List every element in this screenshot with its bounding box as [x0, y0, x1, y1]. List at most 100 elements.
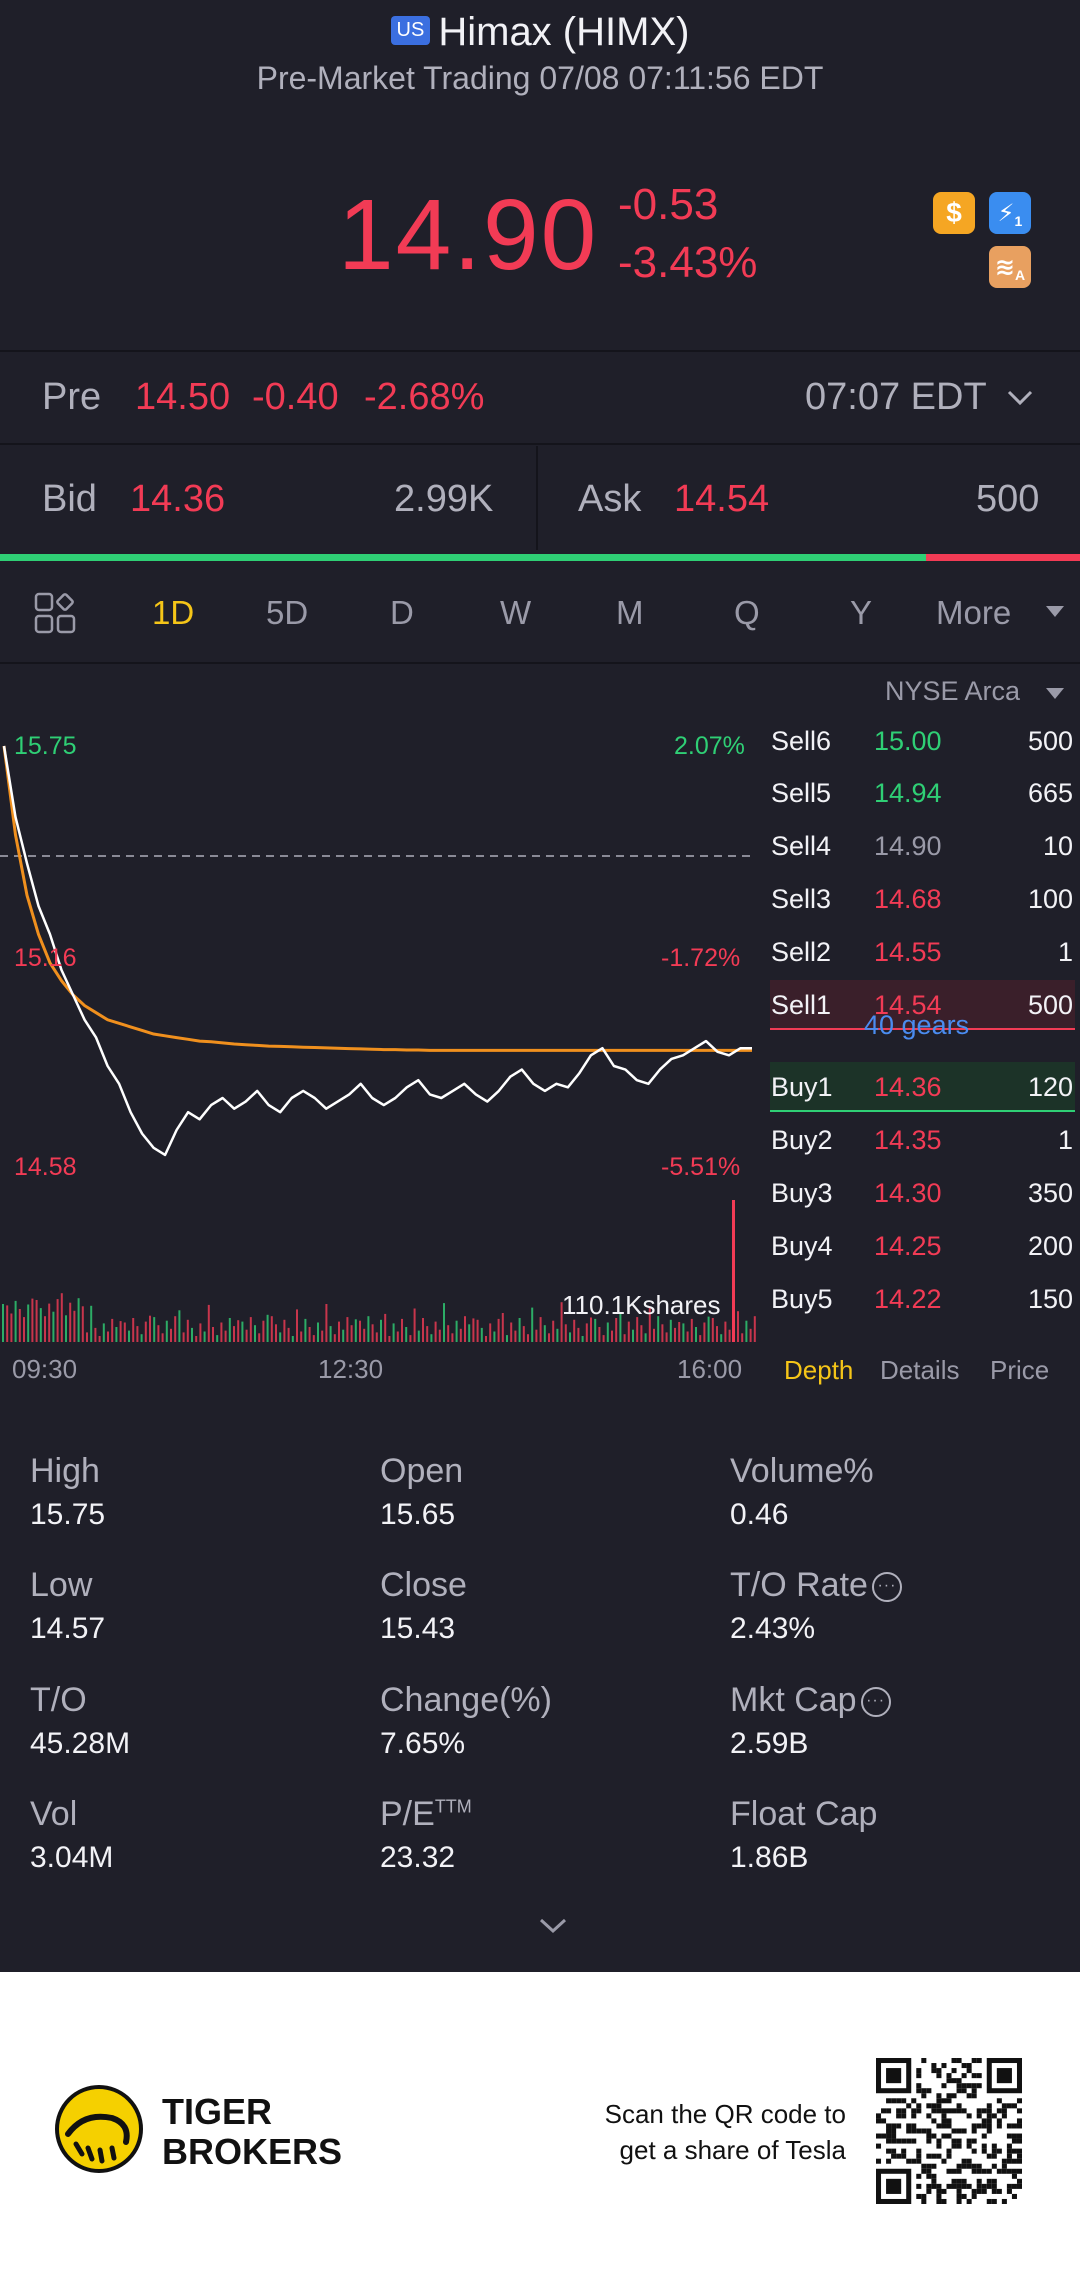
qr-module: [911, 2158, 917, 2164]
volume-bar: [569, 1332, 571, 1342]
tab-y[interactable]: Y: [850, 594, 873, 631]
order-book-price: 14.55: [874, 937, 942, 967]
qr-module: [991, 2178, 997, 2184]
volume-bar: [422, 1318, 424, 1342]
tab-more[interactable]: More: [936, 594, 1012, 631]
qr-module: [956, 2083, 962, 2089]
price-line: [2, 745, 752, 1157]
volume-bar: [300, 1331, 303, 1342]
order-book-row-sell1[interactable]: Sell1 14.54 500: [770, 980, 1075, 1030]
order-book-row-buy3[interactable]: Buy3 14.30 350: [770, 1168, 1075, 1216]
lightning-icon[interactable]: ⚡ 1: [989, 192, 1031, 234]
volume-bar: [220, 1322, 223, 1342]
gears-link[interactable]: 40 gears: [864, 1010, 970, 1040]
dollar-icon[interactable]: $: [933, 192, 975, 234]
volume-bar: [283, 1319, 286, 1342]
caret-down-icon[interactable]: [1046, 606, 1064, 618]
intraday-chart[interactable]: [0, 700, 760, 1370]
tab-m[interactable]: M: [616, 594, 644, 631]
order-book-row-buy2[interactable]: Buy2 14.35 1: [770, 1115, 1075, 1163]
volume-bar: [640, 1325, 643, 1342]
volume-bar: [430, 1334, 433, 1342]
qr-module: [951, 2108, 957, 2114]
grid-layout-icon[interactable]: [34, 592, 78, 636]
volume-bar: [585, 1323, 588, 1342]
tab-w[interactable]: W: [500, 594, 532, 631]
pre-market-row[interactable]: Pre 14.50 -0.40 -2.68% 07:07 EDT: [0, 352, 1080, 444]
expand-chevron-icon[interactable]: [538, 1916, 568, 1936]
volume-bar: [178, 1310, 181, 1342]
bid-size: 2.99K: [394, 478, 494, 520]
tab-q[interactable]: Q: [734, 594, 760, 631]
more-info-icon[interactable]: ···: [871, 1572, 902, 1603]
qr-module: [946, 2123, 952, 2129]
volume-bar: [552, 1320, 555, 1342]
tab-1d[interactable]: 1D: [152, 594, 195, 631]
stat-label-with-info[interactable]: T/O Rate ···: [730, 1566, 902, 1605]
lightning-icon-glyph: ⚡: [997, 199, 1015, 227]
volume-bar: [107, 1331, 109, 1342]
exchange-caret-icon[interactable]: [1046, 688, 1064, 700]
chevron-down-icon[interactable]: [1006, 388, 1034, 408]
qr-module: [946, 2183, 952, 2189]
qr-module: [956, 2138, 962, 2144]
volume-bar: [275, 1324, 277, 1342]
volume-bar: [115, 1327, 118, 1342]
divider: [0, 443, 1080, 445]
qr-module: [1016, 2108, 1022, 2114]
qr-module: [1001, 2158, 1007, 2164]
order-book-row-sell4[interactable]: Sell4 14.90 10: [770, 821, 1075, 869]
volume-bar: [23, 1317, 25, 1342]
order-book-row-buy6[interactable]: Buy6 14.18 3: [770, 1327, 1075, 1338]
volume-bar: [304, 1318, 307, 1342]
qr-module: [961, 2128, 967, 2134]
tab-5d[interactable]: 5D: [266, 594, 309, 631]
volume-bar: [199, 1323, 202, 1342]
volume-bar: [749, 1328, 752, 1342]
order-book-row-buy4[interactable]: Buy4 14.25 200: [770, 1221, 1075, 1269]
qr-module: [881, 2118, 887, 2124]
stat-value: 2.59B: [730, 1727, 809, 1760]
volume-bar: [535, 1329, 538, 1342]
tab-depth[interactable]: Depth: [784, 1355, 854, 1385]
volume-bar: [556, 1328, 559, 1342]
qr-module: [951, 2128, 957, 2134]
qr-module: [981, 2108, 987, 2114]
qr-module: [881, 2108, 887, 2114]
order-book-row-sell5[interactable]: Sell5 14.94 665: [770, 768, 1075, 816]
qr-module: [896, 2153, 902, 2159]
order-book-row-buy5[interactable]: Buy5 14.22 150: [770, 1274, 1075, 1322]
stat-label-with-info[interactable]: Mkt Cap ···: [730, 1681, 891, 1720]
qr-module: [1006, 2133, 1012, 2139]
volume-bar: [60, 1293, 63, 1342]
volume-bar: [191, 1327, 193, 1342]
volume-bar: [153, 1317, 156, 1342]
order-book-level: Sell4: [771, 831, 832, 861]
order-book-row-sell3[interactable]: Sell3 14.68 100: [770, 874, 1075, 922]
qr-module: [1011, 2193, 1017, 2199]
tab-details[interactable]: Details: [880, 1355, 960, 1385]
order-book-row-sell2[interactable]: Sell2 14.55 1: [770, 927, 1075, 975]
qr-module: [1001, 2103, 1007, 2109]
order-book-row-buy1[interactable]: Buy1 14.36 120: [770, 1062, 1075, 1112]
brand-line-1: TIGER: [162, 2091, 273, 2132]
tab-price[interactable]: Price: [990, 1355, 1050, 1385]
volume-bar: [468, 1324, 471, 1342]
qr-code-icon[interactable]: [876, 2058, 1022, 2204]
volume-bar: [447, 1325, 450, 1342]
order-book-row-sell6[interactable]: Sell6 15.00 500: [770, 718, 1075, 764]
volume-bar: [451, 1333, 454, 1342]
volume-bar: [73, 1310, 76, 1342]
tab-d[interactable]: D: [390, 594, 414, 631]
layers-icon[interactable]: ≋ A: [989, 246, 1031, 288]
exchange-selector[interactable]: NYSE Arca: [885, 676, 1021, 706]
qr-module: [891, 2148, 897, 2154]
volume-bar: [90, 1305, 93, 1342]
qr-module: [1006, 2143, 1012, 2149]
stock-title: US Himax (HIMX): [0, 10, 1080, 55]
qr-module: [996, 2168, 1002, 2174]
qr-module: [986, 2168, 992, 2174]
more-info-icon[interactable]: ···: [860, 1687, 891, 1718]
qr-module: [971, 2058, 977, 2064]
qr-module: [911, 2113, 917, 2119]
